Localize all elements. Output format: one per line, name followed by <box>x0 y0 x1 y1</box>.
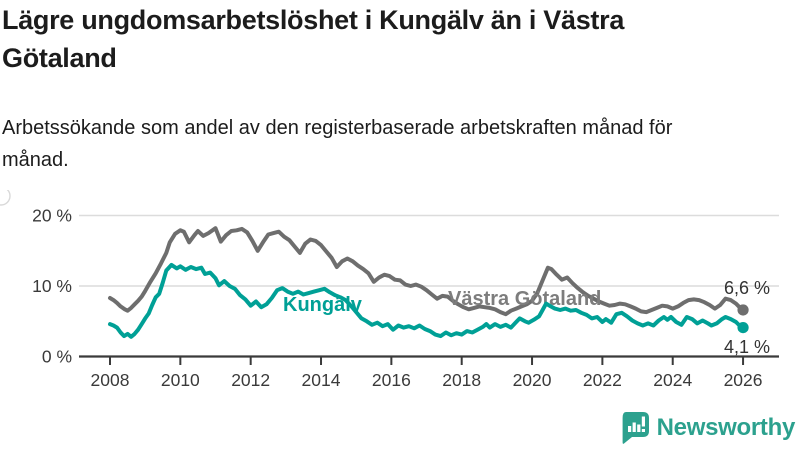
x-axis-tick-label: 2010 <box>161 370 200 390</box>
x-axis-tick-label: 2012 <box>231 370 270 390</box>
series-end-dot <box>737 304 749 316</box>
x-axis-tick-label: 2014 <box>302 370 341 390</box>
page-title: Lägre ungdomsarbetslöshet i Kungälv än i… <box>2 5 625 73</box>
series-line-kung-lv <box>108 262 746 339</box>
series-end-value-label: 6,6 % <box>724 278 770 298</box>
x-axis-tick-label: 2020 <box>513 370 552 390</box>
x-axis-tick-label: 2024 <box>653 370 692 390</box>
series-label: Västra Götaland <box>448 288 601 310</box>
y-axis-tick-label: 0 % <box>42 347 72 367</box>
x-axis-tick-label: 2016 <box>372 370 411 390</box>
chart-canvas: 20 % 10 % 0 % 2008 2010 2012 2014 2016 2018 2020 2… <box>0 190 779 390</box>
x-axis-tick-label: 2008 <box>91 370 130 390</box>
x-axis-tick-label: 2018 <box>442 370 481 390</box>
y-axis-tick-label: 10 % <box>32 276 72 296</box>
y-axis-tick-label: 20 % <box>32 206 72 226</box>
newsworthy-logo[interactable]: Newsworthy <box>619 411 795 444</box>
decorative-arc <box>0 190 11 206</box>
x-axis-tick-label: 2026 <box>724 370 763 390</box>
series-line-v-stra-g-taland <box>108 226 746 317</box>
series-end-dot <box>737 321 749 334</box>
page-subtitle: Arbetssökande som andel av den registerb… <box>2 117 673 171</box>
series-end-value-label: 4,1 % <box>724 337 770 357</box>
x-axis-tick-label: 2022 <box>583 370 622 390</box>
newsworthy-wordmark: Newsworthy <box>656 413 796 441</box>
series-label: Kungälv <box>283 294 363 316</box>
bar-chart-speech-bubble-icon <box>622 412 649 444</box>
line-chart: 20 % 10 % 0 % 2008 2010 2012 2014 2016 2018 2020 2… <box>0 190 800 410</box>
